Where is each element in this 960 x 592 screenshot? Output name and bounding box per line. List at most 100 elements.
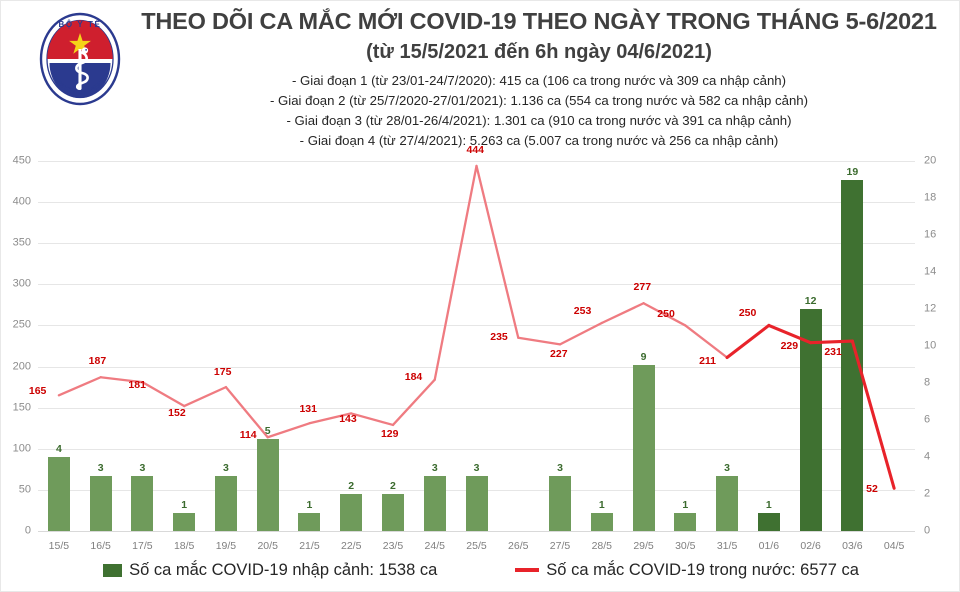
bar-value-label: 3 — [724, 461, 730, 474]
bar-28-5[interactable] — [590, 512, 613, 531]
bar-23-5[interactable] — [381, 494, 404, 531]
x-axis-tick-21-5: 21/5 — [299, 540, 320, 552]
gridline — [38, 325, 915, 327]
y-axis-right-tick: 8 — [924, 376, 931, 389]
line-value-label: 184 — [404, 370, 423, 383]
phase-line-4: - Giai đoạn 4 (từ 27/4/2021): 5.263 ca (… — [299, 133, 779, 149]
line-value-label: 181 — [128, 379, 146, 392]
bar-02-6[interactable] — [799, 309, 822, 531]
y-axis-left-tick: 200 — [12, 360, 31, 373]
bar-29-5[interactable] — [632, 364, 655, 531]
line-segment — [391, 378, 436, 427]
legend-item-domestic[interactable]: Số ca mắc COVID-19 trong nước: 6577 ca — [515, 561, 859, 580]
legend-item-imported[interactable]: Số ca mắc COVID-19 nhập cảnh: 1538 ca — [103, 561, 437, 580]
phase-line-3: - Giai đoạn 3 (từ 28/01-26/4/2021): 1.30… — [286, 113, 792, 129]
bar-21-5[interactable] — [298, 512, 321, 531]
bar-value-label: 4 — [55, 443, 62, 455]
phase-line-2: - Giai đoạn 2 (từ 25/7/2020-27/01/2021):… — [269, 93, 809, 109]
x-axis-tick-26-5: 26/5 — [508, 540, 529, 552]
x-axis-tick-29-5: 29/5 — [633, 540, 654, 552]
x-axis-tick-04-5: 04/5 — [883, 540, 905, 552]
line-segment — [767, 323, 813, 345]
y-axis-left-tick: 250 — [12, 318, 31, 331]
chart-legend: Số ca mắc COVID-19 nhập cảnh: 1538 ca Số… — [1, 553, 960, 587]
bar-20-5[interactable] — [256, 438, 279, 531]
line-value-label: 52 — [866, 483, 878, 496]
legend-label-imported: Số ca mắc COVID-19 nhập cảnh: 1538 ca — [129, 560, 438, 579]
bar-value-label: 1 — [682, 498, 689, 511]
x-axis-tick-18-5: 18/5 — [173, 540, 195, 552]
line-value-label: 277 — [633, 281, 652, 294]
gridline — [38, 407, 915, 409]
line-segment — [684, 324, 729, 359]
bar-15-5[interactable] — [47, 457, 70, 531]
line-value-label: 114 — [239, 429, 257, 442]
x-axis-tick-20-5: 20/5 — [257, 540, 278, 552]
y-axis-right-tick: 0 — [924, 524, 931, 537]
legend-line-swatch-icon — [515, 568, 540, 572]
bar-27-5[interactable] — [549, 475, 572, 531]
y-axis-right-tick: 12 — [924, 302, 937, 315]
domestic-cases-line — [57, 164, 896, 490]
y-axis-left-tick: 150 — [12, 401, 31, 414]
bar-22-5[interactable] — [340, 494, 363, 531]
x-axis-tick-19-5: 19/5 — [215, 540, 237, 552]
bar-03-6[interactable] — [841, 179, 864, 531]
line-segment — [57, 376, 102, 397]
line-segment — [725, 323, 771, 360]
chart-header: BỘ Y TẾ MINISTRY OF HEALTH THEO DÕI CA M… — [1, 1, 960, 151]
line-segment — [475, 164, 520, 339]
y-axis-right-tick: 20 — [924, 154, 937, 167]
line-segment — [99, 376, 144, 384]
y-axis-right-tick: 6 — [924, 413, 931, 426]
bar-value-label: 3 — [557, 461, 563, 474]
line-value-label: 175 — [213, 366, 232, 379]
gridline — [38, 366, 915, 368]
line-segment — [809, 339, 854, 345]
bar-value-label: 1 — [181, 498, 188, 511]
bar-value-label: 3 — [97, 461, 104, 474]
line-value-label: 143 — [339, 413, 357, 426]
line-segment — [350, 412, 395, 427]
x-axis-tick-31-5: 31/5 — [716, 540, 738, 552]
line-segment — [642, 302, 687, 327]
bar-18-5[interactable] — [173, 512, 196, 531]
x-axis-tick-24-5: 24/5 — [424, 540, 445, 552]
y-axis-right-tick: 16 — [924, 228, 937, 241]
bar-25-5[interactable] — [465, 475, 488, 531]
bar-01-6[interactable] — [757, 512, 780, 531]
line-segment — [558, 321, 603, 346]
x-axis-tick-01-6: 01/6 — [758, 540, 780, 552]
line-segment — [308, 412, 353, 425]
gridline — [38, 448, 915, 450]
bar-value-label: 19 — [846, 165, 859, 178]
line-segment — [850, 339, 896, 490]
line-value-label: 231 — [824, 346, 842, 359]
bar-value-label: 3 — [431, 461, 438, 474]
y-axis-left-tick: 400 — [12, 195, 31, 208]
bar-19-5[interactable] — [214, 475, 237, 531]
bar-16-5[interactable] — [89, 475, 112, 531]
y-axis-right-tick: 2 — [924, 487, 931, 500]
x-axis-tick-02-6: 02/6 — [800, 540, 821, 552]
bar-value-label: 3 — [223, 461, 229, 474]
title-block: THEO DÕI CA MẮC MỚI COVID-19 THEO NGÀY T… — [121, 7, 957, 65]
y-axis-right-tick: 18 — [924, 191, 937, 204]
line-value-label: 253 — [573, 304, 592, 317]
y-axis-right-tick: 14 — [924, 265, 937, 278]
bar-value-label: 1 — [598, 498, 605, 511]
bar-value-label: 9 — [640, 350, 647, 363]
y-axis-left-tick: 100 — [12, 442, 31, 455]
bar-value-label: 3 — [473, 461, 480, 474]
chart-plot-area: 0 50 100 150 200 250 300 350 400 450 0 2 4 6 8 10 12 14 16… — [1, 145, 960, 551]
gridline — [38, 243, 915, 245]
y-axis-right-tick: 4 — [924, 450, 931, 463]
ministry-of-health-logo-icon: BỘ Y TẾ MINISTRY OF HEALTH — [39, 11, 121, 107]
y-axis-left-tick: 50 — [18, 483, 31, 496]
bar-24-5[interactable] — [423, 475, 446, 531]
bar-31-5[interactable] — [716, 475, 739, 531]
x-axis-tick-30-5: 30/5 — [675, 540, 696, 552]
bar-17-5[interactable] — [131, 475, 154, 531]
bar-value-label: 2 — [390, 480, 396, 492]
bar-30-5[interactable] — [674, 512, 697, 531]
